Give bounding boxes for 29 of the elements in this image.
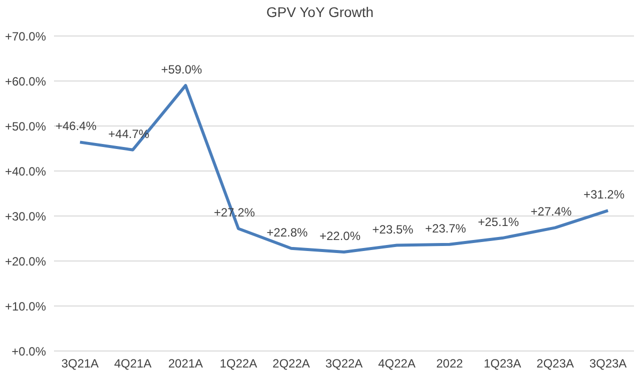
x-tick-label: 2Q23A [536,356,574,371]
x-tick-label: 1Q22A [220,356,258,371]
data-label: +22.8% [266,225,308,240]
y-tick-label: +60.0% [4,74,46,88]
x-tick-label: 2022 [436,356,464,371]
y-tick-label: +30.0% [4,209,46,224]
x-tick-label: 3Q23A [589,356,627,371]
chart-title: GPV YoY Growth [265,4,375,20]
x-tick-label: 2021A [168,356,203,371]
x-tick-label: 3Q21A [61,356,99,371]
data-label: +25.1% [478,215,520,230]
data-label: +27.4% [530,204,572,219]
data-label: +22.0% [319,229,361,243]
y-tick-label: +10.0% [4,299,46,314]
x-tick-label: 3Q22A [325,356,363,371]
data-label: +59.0% [161,62,202,76]
y-tick-label: +40.0% [4,164,46,178]
data-label: +46.4% [55,119,97,134]
y-tick-label: +20.0% [4,254,46,268]
y-tick-label: +70.0% [4,29,46,44]
x-tick-label: 4Q21A [114,356,152,371]
data-label: +23.7% [425,221,466,236]
data-label: +23.5% [372,222,414,236]
y-tick-label: +0.0% [12,344,46,358]
y-tick-label: +50.0% [4,119,46,134]
x-tick-label: 1Q23A [484,356,522,371]
data-label: +31.2% [583,188,625,202]
x-tick-label: 2Q22A [272,356,310,371]
x-tick-label: 4Q22A [378,356,416,371]
